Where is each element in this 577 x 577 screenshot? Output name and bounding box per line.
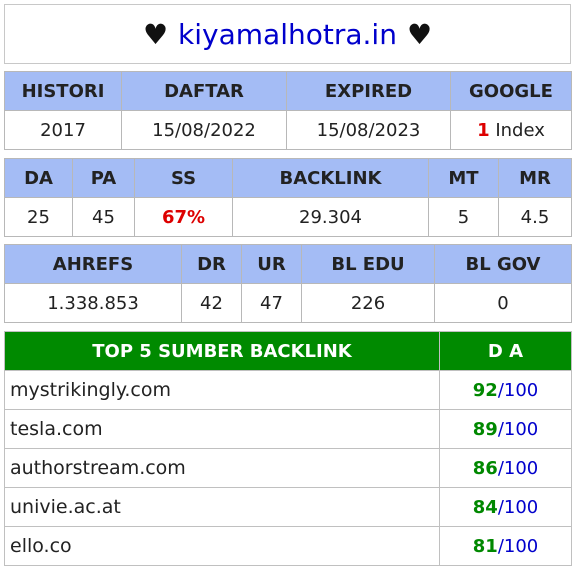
- table-row: authorstream.com 86/100: [4, 448, 572, 488]
- backlink-da: 92/100: [439, 370, 572, 410]
- site-name[interactable]: kiyamalhotra.in: [178, 17, 397, 51]
- backlink-da: 84/100: [439, 487, 572, 527]
- backlink-domain[interactable]: ello.co: [4, 526, 440, 566]
- domain-info-table: HISTORI DAFTAR EXPIRED GOOGLE 2017 15/08…: [4, 71, 572, 150]
- value-google: 1 Index: [450, 110, 572, 150]
- value-dr: 42: [181, 283, 242, 323]
- value-bl-gov: 0: [434, 283, 572, 323]
- table-row: ello.co 81/100: [4, 526, 572, 566]
- value-bl-edu: 226: [301, 283, 435, 323]
- table-row: univie.ac.at 84/100: [4, 487, 572, 527]
- da-max: /100: [497, 379, 539, 401]
- header-ahrefs: AHREFS: [4, 244, 182, 284]
- header-da-score: D A: [439, 331, 572, 371]
- backlink-domain[interactable]: tesla.com: [4, 409, 440, 449]
- backlink-da: 89/100: [439, 409, 572, 449]
- header-daftar: DAFTAR: [121, 71, 287, 111]
- header-backlink: BACKLINK: [232, 158, 429, 198]
- backlink-domain[interactable]: authorstream.com: [4, 448, 440, 488]
- header-pa: PA: [72, 158, 135, 198]
- value-ahrefs: 1.338.853: [4, 283, 182, 323]
- header-top-sources: TOP 5 SUMBER BACKLINK: [4, 331, 440, 371]
- da-score: 86: [472, 457, 498, 479]
- backlink-da: 81/100: [439, 526, 572, 566]
- heart-left-icon: ♥: [142, 17, 169, 51]
- heart-right-icon: ♥: [406, 17, 433, 51]
- google-index-count: 1: [477, 119, 490, 141]
- value-backlink: 29.304: [232, 197, 429, 237]
- top-backlink-sources-table: TOP 5 SUMBER BACKLINK D A mystrikingly.c…: [4, 331, 572, 566]
- header-da: DA: [4, 158, 73, 198]
- header-dr: DR: [181, 244, 242, 284]
- value-mt: 5: [428, 197, 499, 237]
- header-ss: SS: [134, 158, 233, 198]
- site-title-banner: ♥ kiyamalhotra.in ♥: [4, 4, 571, 64]
- header-histori: HISTORI: [4, 71, 122, 111]
- seo-metrics-table: DA PA SS BACKLINK MT MR 25 45 67% 29.304…: [4, 158, 572, 237]
- header-google: GOOGLE: [450, 71, 572, 111]
- da-score: 81: [472, 535, 498, 557]
- google-index-label: Index: [495, 119, 545, 141]
- value-pa: 45: [72, 197, 135, 237]
- header-bl-edu: BL EDU: [301, 244, 435, 284]
- da-score: 92: [472, 379, 498, 401]
- da-score: 89: [472, 418, 498, 440]
- value-mr: 4.5: [498, 197, 572, 237]
- value-daftar: 15/08/2022: [121, 110, 287, 150]
- da-max: /100: [497, 418, 539, 440]
- header-mt: MT: [428, 158, 499, 198]
- da-max: /100: [497, 457, 539, 479]
- value-histori: 2017: [4, 110, 122, 150]
- da-max: /100: [497, 535, 539, 557]
- backlink-domain[interactable]: univie.ac.at: [4, 487, 440, 527]
- value-ss: 67%: [134, 197, 233, 237]
- backlink-domain[interactable]: mystrikingly.com: [4, 370, 440, 410]
- da-score: 84: [472, 496, 498, 518]
- ahrefs-metrics-table: AHREFS DR UR BL EDU BL GOV 1.338.853 42 …: [4, 244, 572, 323]
- table-row: tesla.com 89/100: [4, 409, 572, 449]
- header-bl-gov: BL GOV: [434, 244, 572, 284]
- header-ur: UR: [241, 244, 302, 284]
- value-expired: 15/08/2023: [286, 110, 451, 150]
- header-mr: MR: [498, 158, 572, 198]
- value-ur: 47: [241, 283, 302, 323]
- da-max: /100: [497, 496, 539, 518]
- backlink-da: 86/100: [439, 448, 572, 488]
- header-expired: EXPIRED: [286, 71, 451, 111]
- table-row: mystrikingly.com 92/100: [4, 370, 572, 410]
- value-da: 25: [4, 197, 73, 237]
